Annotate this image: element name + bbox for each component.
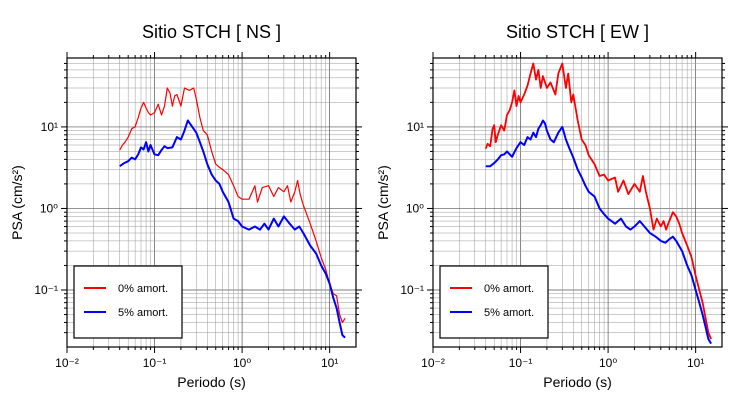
- ticks: [427, 52, 728, 353]
- legend-label: 0% amort.: [484, 283, 534, 295]
- legend: 0% amort. 5% amort.: [439, 265, 549, 339]
- x-tick-label: 10⁻²: [421, 356, 445, 370]
- y-axis-label: PSA (cm/s²): [9, 165, 25, 240]
- series-line-1: [119, 119, 346, 339]
- x-tick-label: 10⁻²: [55, 356, 79, 370]
- ticks: [61, 52, 362, 353]
- plot-frame: [66, 57, 357, 348]
- chart-panel-1: 10⁻² 10⁻¹ 10⁰ 10¹ 10⁻¹ 10⁰ 10¹ Sitio STCH [ EW …: [375, 22, 728, 390]
- y-tick-label: 10⁻¹: [34, 283, 58, 297]
- x-tick-label: 10⁰: [599, 356, 617, 370]
- x-tick-label: 10¹: [321, 356, 338, 370]
- chart-panel-0: 10⁻² 10⁻¹ 10⁰ 10¹ 10⁻¹ 10⁰ 10¹ Sitio STCH [ NS …: [9, 22, 362, 390]
- series-line-0: [119, 87, 346, 324]
- plot-frame: [432, 57, 723, 348]
- x-tick-label: 10⁻¹: [143, 356, 167, 370]
- legend-label: 5% amort.: [484, 307, 534, 319]
- y-axis-label: PSA (cm/s²): [375, 165, 391, 240]
- x-axis-label: Periodo (s): [177, 374, 245, 390]
- legend-box: [439, 265, 549, 339]
- legend: 0% amort. 5% amort.: [73, 265, 183, 339]
- legend-label: 5% amort.: [118, 307, 168, 319]
- y-tick-label: 10⁻¹: [400, 283, 424, 297]
- x-tick-label: 10⁰: [233, 356, 251, 370]
- legend-box: [73, 265, 183, 339]
- x-axis-label: Periodo (s): [543, 374, 611, 390]
- chart-title: Sitio STCH [ EW ]: [506, 22, 649, 42]
- series-line-1: [485, 119, 712, 345]
- y-tick-label: 10⁰: [406, 201, 424, 215]
- y-tick-label: 10¹: [407, 120, 424, 134]
- legend-label: 0% amort.: [118, 283, 168, 295]
- y-tick-label: 10⁰: [40, 201, 58, 215]
- series-line-0: [484, 62, 712, 340]
- y-tick-label: 10¹: [41, 120, 58, 134]
- x-tick-label: 10¹: [687, 356, 704, 370]
- chart-title: Sitio STCH [ NS ]: [142, 22, 281, 42]
- x-tick-label: 10⁻¹: [509, 356, 533, 370]
